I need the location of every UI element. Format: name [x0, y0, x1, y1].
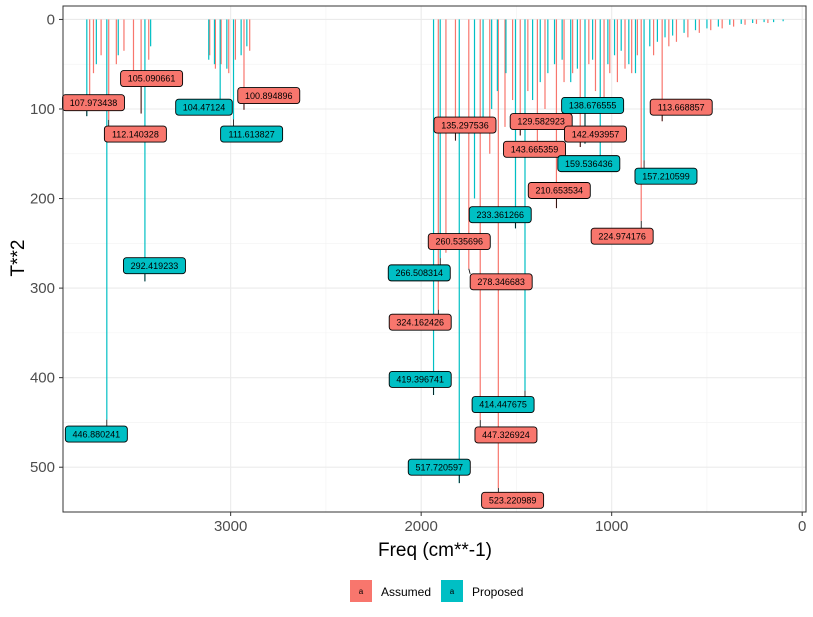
bar-label-box	[64, 425, 128, 443]
y-tick-label: 500	[30, 459, 55, 476]
bar-label-box	[564, 125, 627, 143]
bar-label: 111.613827	[228, 129, 274, 139]
bar-label-box	[237, 87, 301, 105]
bar-label: 233.361266	[476, 210, 524, 220]
bar-label-box	[527, 182, 591, 199]
bar-label: 266.508314	[395, 268, 443, 278]
legend-key-text: a	[450, 587, 455, 596]
bar-label-box	[557, 155, 621, 173]
bar-label-box	[433, 116, 497, 134]
legend-key-text: a	[359, 587, 364, 596]
y-tick-label: 200	[30, 191, 55, 208]
y-tick-label: 0	[47, 11, 55, 28]
bar-label: 113.668857	[658, 102, 705, 112]
plot-panel	[63, 6, 806, 512]
bar-label: 278.346683	[477, 277, 525, 287]
bar-label: 142.493957	[572, 129, 620, 139]
series-proposed	[86, 19, 784, 484]
x-tick-label: 2000	[404, 518, 437, 535]
bar-label-box	[503, 140, 566, 158]
legend: a Assumed a Proposed	[350, 580, 523, 602]
bar-label-box	[649, 98, 713, 116]
x-tick-label: 3000	[214, 518, 247, 535]
bar-label: 292.419233	[131, 261, 179, 271]
bar-label-box	[407, 458, 471, 476]
bar-label-box	[62, 94, 125, 112]
bar-label: 143.665359	[511, 144, 559, 154]
bar-label: 138.676555	[569, 101, 617, 111]
x-axis-title: Freq (cm**-1)	[378, 540, 492, 561]
bar-label-box	[481, 491, 545, 509]
y-tick-label: 100	[30, 101, 55, 118]
bar-label-box	[469, 273, 533, 291]
bar-label-box	[509, 113, 573, 130]
legend-label-assumed: Assumed	[381, 585, 431, 599]
y-axis-title: T**2	[8, 240, 29, 277]
bar-label-box	[561, 96, 625, 114]
x-tick-label: 0	[798, 518, 806, 535]
bar-label-box	[471, 396, 535, 413]
plot-border	[62, 5, 807, 513]
bar-label-box	[220, 125, 284, 143]
bar-label-box	[175, 98, 233, 116]
bar-label-box	[103, 125, 167, 143]
bar-label: 105.090661	[128, 74, 176, 84]
legend-label-proposed: Proposed	[472, 585, 523, 599]
bar-label: 210.653534	[536, 186, 584, 196]
bar-label-box	[388, 313, 452, 331]
bar-label: 157.210599	[642, 171, 690, 181]
bar-label-box	[122, 257, 186, 275]
y-tick-label: 300	[30, 280, 55, 297]
bar-label-box	[120, 70, 184, 87]
bar-label: 159.536436	[565, 159, 613, 169]
bar-label: 260.535696	[435, 237, 483, 247]
bar-label: 419.396741	[396, 375, 444, 385]
plot-background	[63, 6, 806, 512]
bar-label: 523.220989	[489, 496, 537, 506]
bar-label: 446.880241	[73, 429, 121, 439]
legend-key-proposed	[441, 580, 463, 602]
legend-key-assumed	[350, 580, 372, 602]
bar-label: 135.297536	[441, 120, 489, 130]
bar-label-box	[427, 233, 491, 250]
bar-label: 324.162426	[396, 317, 444, 327]
bar-label: 447.326924	[482, 430, 530, 440]
bar-labels: 107.973438 105.090661 112.140328 104.47124 1…	[62, 70, 713, 509]
bar-label-box	[468, 206, 532, 224]
bar-label: 129.582923	[517, 117, 565, 127]
bar-label-box	[634, 167, 698, 185]
axes: 3000 2000 1000 0 0 100 200 300 400 500	[30, 5, 807, 535]
y-tick-label: 400	[30, 370, 55, 387]
bar-label-box	[474, 426, 538, 444]
bar-label: 414.447675	[479, 400, 527, 410]
x-tick-label: 1000	[595, 518, 628, 535]
bar-label: 112.140328	[112, 129, 159, 139]
bar-label-box	[590, 227, 654, 245]
bar-label: 224.974176	[598, 231, 646, 241]
bar-label-box	[387, 264, 451, 282]
bar-label: 517.720597	[415, 462, 463, 472]
bar-label: 107.973438	[70, 98, 118, 108]
bar-label-box	[388, 371, 452, 388]
label-connector	[468, 268, 471, 274]
bar-label: 104.47124	[183, 102, 226, 112]
bar-label: 100.894896	[245, 91, 293, 101]
